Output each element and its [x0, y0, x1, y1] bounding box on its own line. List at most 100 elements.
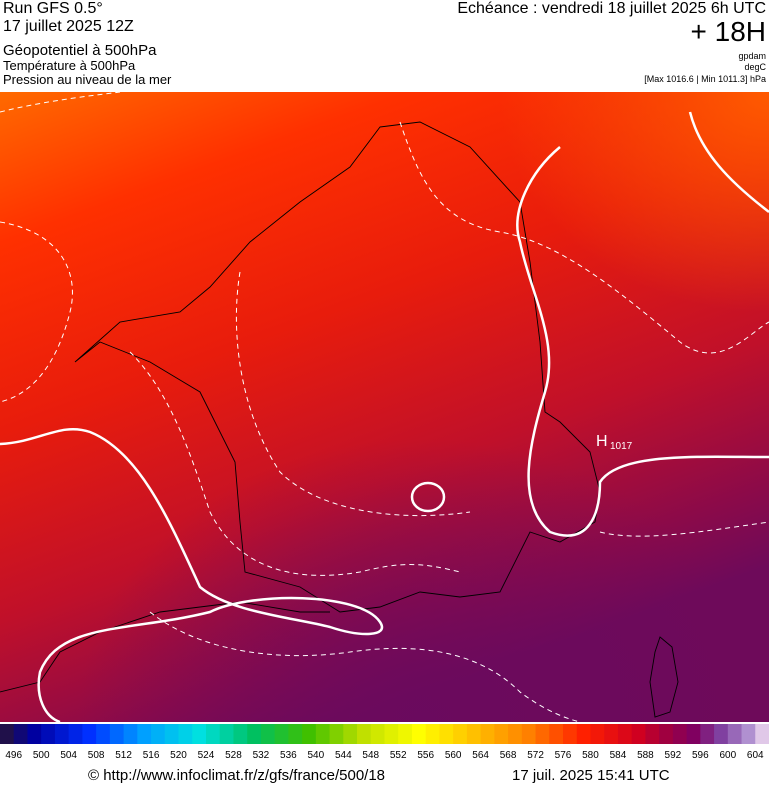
color-swatch — [439, 724, 454, 744]
color-swatch — [617, 724, 633, 744]
color-swatch — [494, 724, 509, 744]
unit-label: gpdam — [738, 51, 766, 61]
colorbar-label: 520 — [170, 750, 187, 761]
color-swatch — [508, 724, 523, 744]
color-swatch — [576, 724, 591, 744]
color-swatch — [178, 724, 193, 744]
colorbar-label: 588 — [637, 750, 654, 761]
color-swatch — [137, 724, 152, 744]
source-url: © http://www.infoclimat.fr/z/gfs/france/… — [88, 767, 386, 784]
color-swatch — [357, 724, 372, 744]
color-swatch — [453, 724, 468, 744]
field-label: Pression au niveau de la mer — [3, 72, 172, 87]
color-swatch — [192, 724, 207, 744]
color-swatch — [480, 724, 495, 744]
colorbar-label: 500 — [33, 750, 50, 761]
color-swatch — [425, 724, 440, 744]
color-swatch — [302, 724, 317, 744]
color-swatch — [164, 724, 180, 744]
color-swatch — [604, 724, 619, 744]
field-label: Géopotentiel à 500hPa — [3, 42, 157, 59]
colorbar-label: 512 — [115, 750, 132, 761]
colorbar-label: 580 — [582, 750, 599, 761]
color-swatch — [686, 724, 701, 744]
echeance: Echéance : vendredi 18 juillet 2025 6h U… — [457, 0, 766, 17]
color-swatch — [549, 724, 564, 744]
color-swatch — [288, 724, 303, 744]
color-swatch — [96, 724, 111, 744]
offset: + 18H — [690, 16, 767, 47]
color-swatch — [68, 724, 83, 744]
colorbar-label: 564 — [472, 750, 489, 761]
colorbar-label: 596 — [692, 750, 709, 761]
color-swatch — [590, 724, 605, 744]
colorbar-label: 572 — [527, 750, 544, 761]
color-swatch — [151, 724, 166, 744]
color-swatch — [123, 724, 138, 744]
colorbar-label: 516 — [143, 750, 160, 761]
color-swatch — [384, 724, 399, 744]
color-swatch — [398, 724, 413, 744]
unit-label: degC — [744, 62, 766, 72]
color-swatch — [109, 724, 125, 744]
color-swatch — [247, 724, 262, 744]
color-swatch — [741, 724, 756, 744]
run-date: 17 juillet 2025 12Z — [3, 18, 134, 35]
color-swatch — [521, 724, 537, 744]
color-swatch — [41, 724, 56, 744]
high-pressure-letter: H — [596, 433, 608, 450]
colorbar-label: 584 — [610, 750, 627, 761]
color-swatch — [672, 724, 688, 744]
temperature-field — [0, 92, 769, 722]
map: H 1017 — [0, 92, 769, 722]
color-swatch — [535, 724, 550, 744]
color-swatch — [82, 724, 97, 744]
color-swatch — [466, 724, 482, 744]
colorbar-label: 592 — [665, 750, 682, 761]
run-title: Run GFS 0.5° — [3, 0, 103, 17]
color-swatch — [329, 724, 344, 744]
color-swatch — [27, 724, 42, 744]
colorbar-label: 524 — [198, 750, 215, 761]
high-pressure-value: 1017 — [610, 441, 633, 452]
color-swatch — [727, 724, 743, 744]
colorbar-label: 568 — [500, 750, 517, 761]
colorbar-label: 508 — [88, 750, 105, 761]
color-swatch — [343, 724, 358, 744]
color-swatch — [411, 724, 427, 744]
color-swatch — [370, 724, 385, 744]
color-swatch — [563, 724, 578, 744]
color-swatch — [219, 724, 234, 744]
color-swatch — [274, 724, 289, 744]
color-swatch — [205, 724, 221, 744]
color-swatch — [645, 724, 660, 744]
temperature-contour — [0, 92, 769, 722]
isobar — [0, 111, 769, 722]
color-swatch — [233, 724, 248, 744]
colorbar-label: 576 — [555, 750, 572, 761]
color-swatch — [315, 724, 331, 744]
colorbar-label: 532 — [253, 750, 270, 761]
colorbar-label: 552 — [390, 750, 407, 761]
color-swatch — [659, 724, 674, 744]
color-swatch — [714, 724, 729, 744]
colorbar-label: 556 — [417, 750, 434, 761]
colorbar-label: 544 — [335, 750, 352, 761]
colorbar-label: 548 — [362, 750, 379, 761]
color-swatch — [631, 724, 646, 744]
color-swatch — [755, 724, 769, 744]
color-swatch — [54, 724, 70, 744]
color-swatch — [13, 724, 28, 744]
timestamp: 17 juil. 2025 15:41 UTC — [512, 767, 670, 784]
color-swatch — [260, 724, 276, 744]
colorbar-label: 504 — [60, 750, 77, 761]
colorbar-label: 528 — [225, 750, 242, 761]
coastline — [0, 121, 679, 718]
colorbar-label: 604 — [747, 750, 764, 761]
field-label: Température à 500hPa — [3, 58, 136, 73]
color-swatch — [700, 724, 715, 744]
colorbar-label: 560 — [445, 750, 462, 761]
colorbar-label: 496 — [5, 750, 22, 761]
colorbar-label: 536 — [280, 750, 297, 761]
pressure-range: [Max 1016.6 | Min 1011.3] hPa — [644, 74, 766, 84]
